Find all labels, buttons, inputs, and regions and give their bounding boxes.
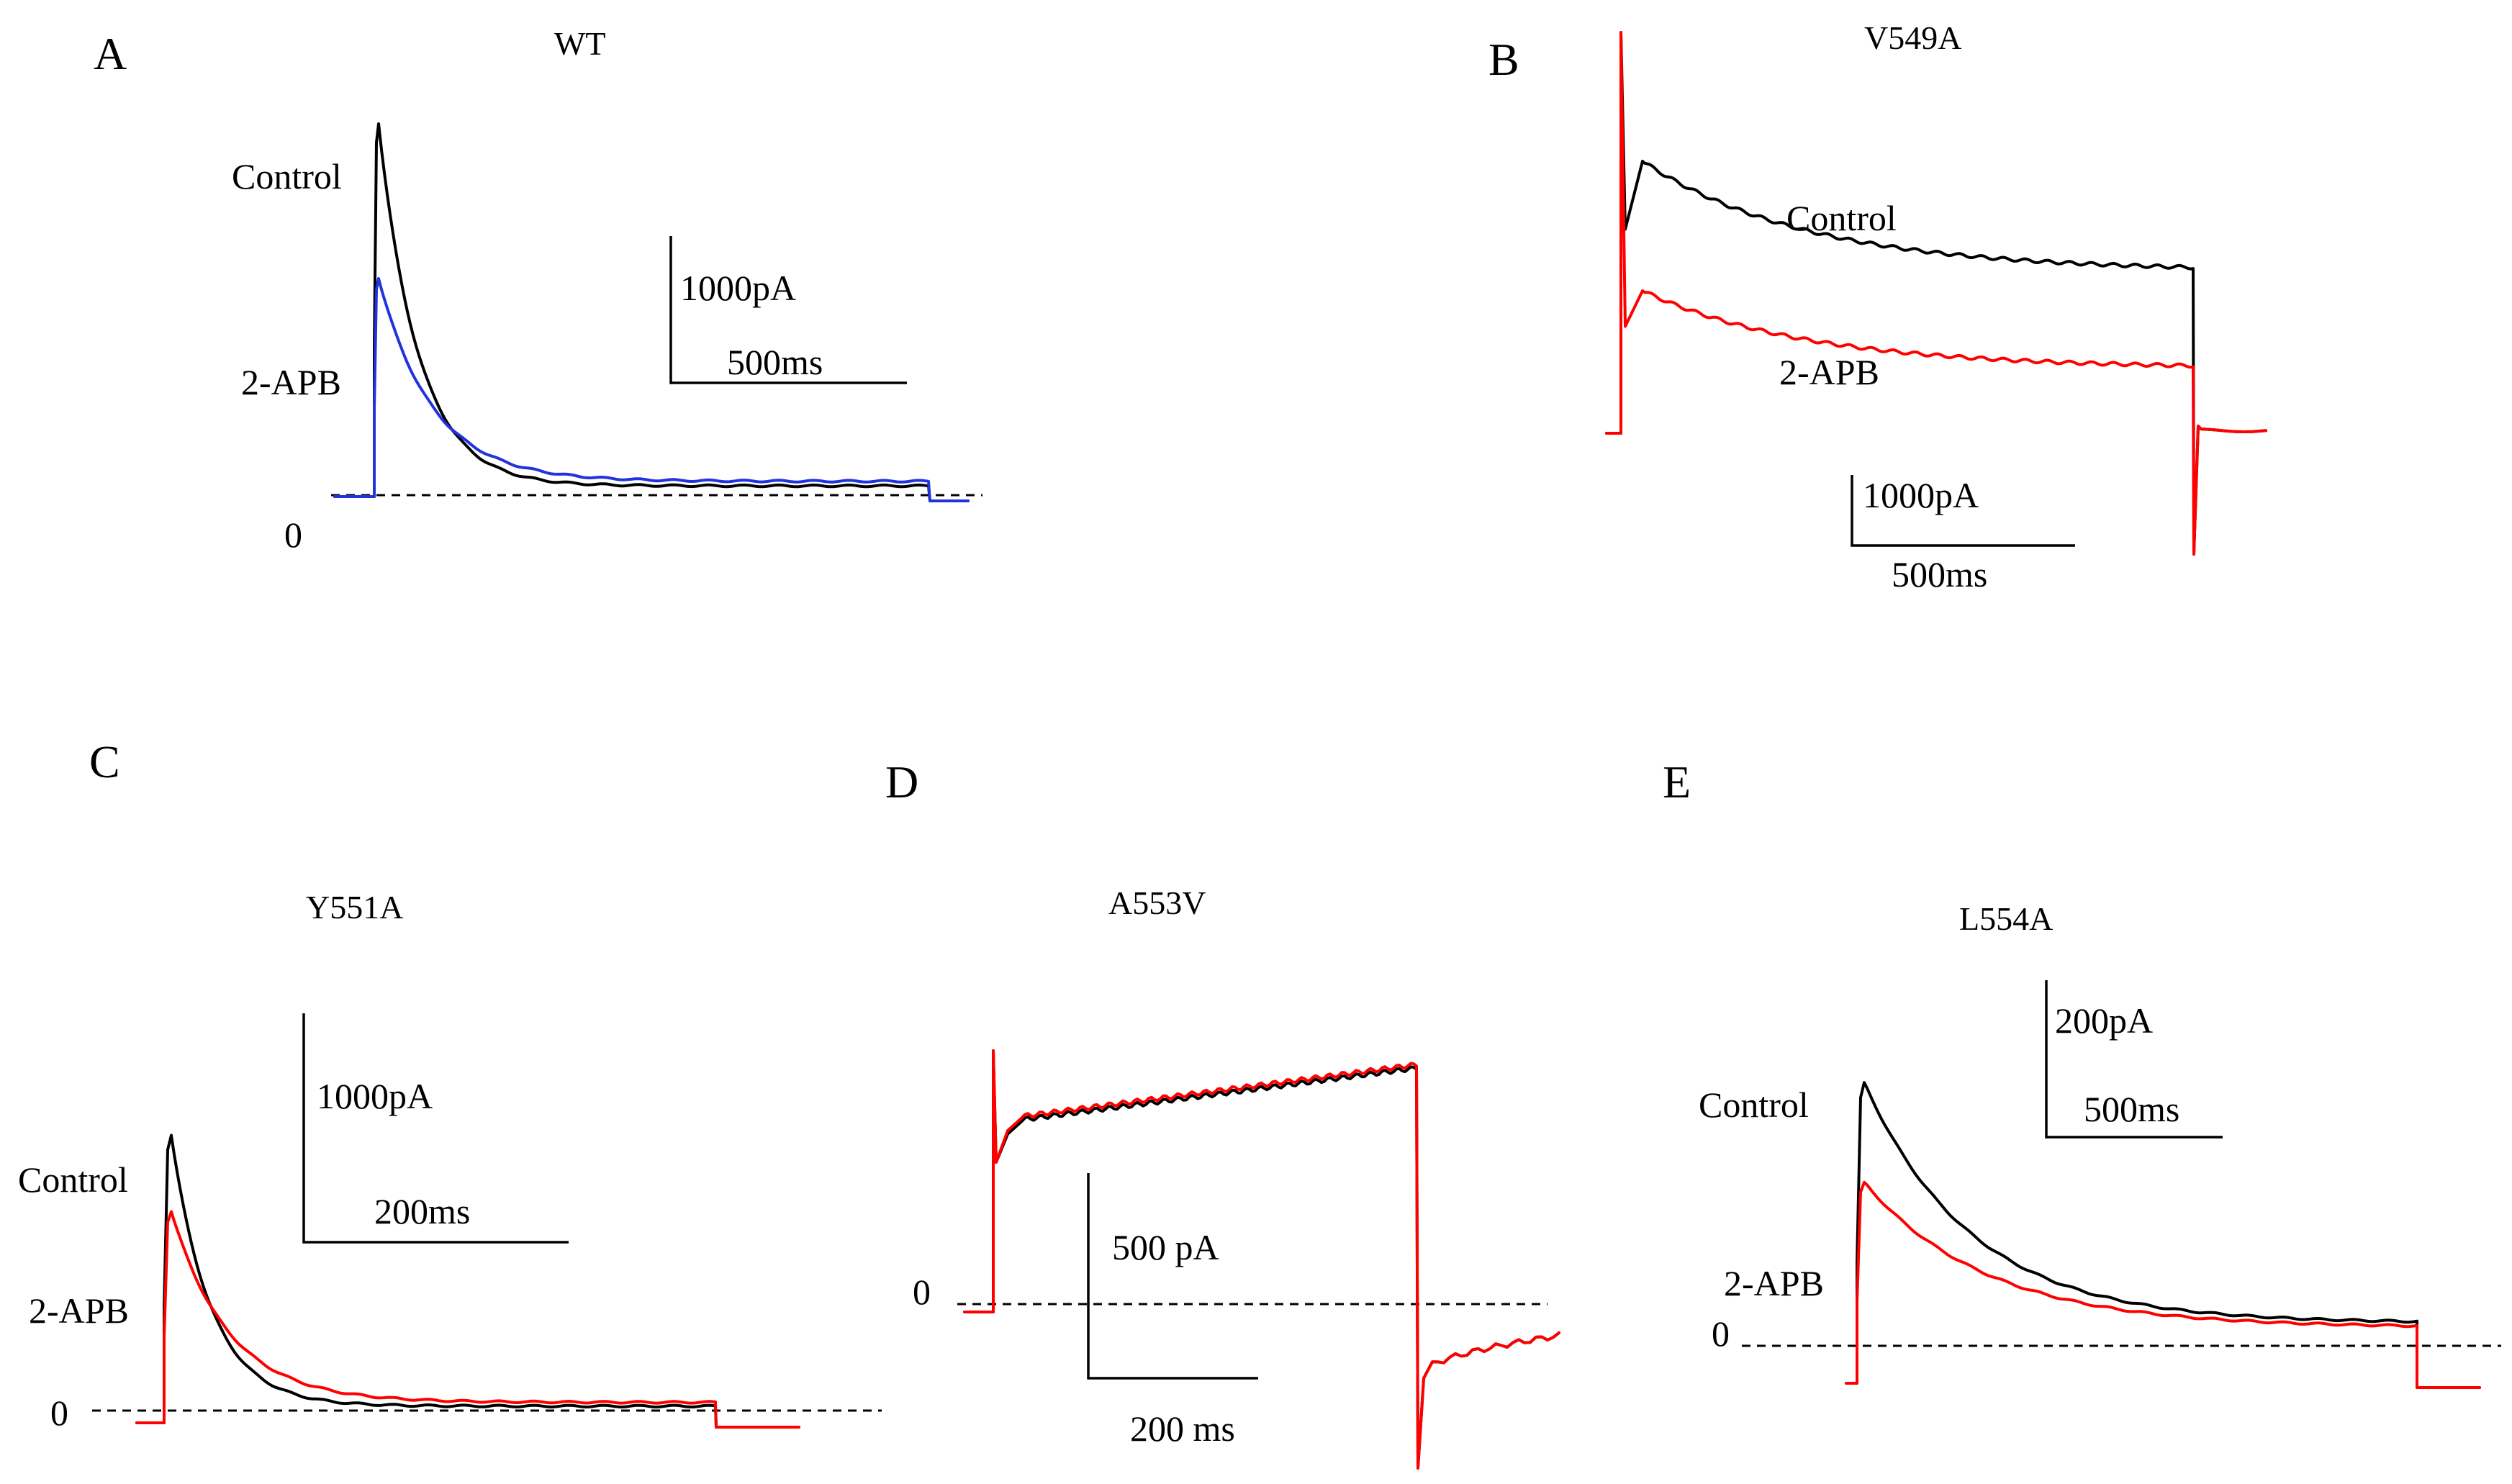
zero-label-d: 0: [913, 1272, 931, 1312]
scale-time-c: 200ms: [374, 1191, 470, 1231]
panel-label-c: C: [89, 736, 120, 787]
trace-b-control: [1605, 31, 2267, 556]
scale-current-c: 1000pA: [317, 1076, 433, 1116]
panel-title-a: WT: [554, 25, 606, 62]
trace-c-control: [135, 1134, 800, 1429]
scale-bar-a: [669, 236, 907, 384]
scale-time-e: 500ms: [2084, 1089, 2179, 1129]
scale-bar-d: [1087, 1173, 1258, 1380]
scale-time-a: 500ms: [727, 342, 823, 382]
trace-label-control-c: Control: [18, 1159, 128, 1200]
panel-c: C Y551A Control 2-APB 0 1000pA 200ms: [18, 736, 882, 1433]
panel-e: E L554A Control 2-APB 0 200pA 500ms: [1663, 756, 2501, 1389]
trace-d-2apb: [963, 1049, 1560, 1470]
trace-b-2apb: [1605, 31, 2267, 556]
trace-e-2apb: [1845, 1180, 2481, 1389]
scale-current-b: 1000pA: [1863, 475, 1979, 515]
panel-d: D A553V 0 500 pA 200 ms: [885, 756, 1560, 1470]
trace-label-control-a: Control: [232, 156, 342, 196]
trace-c-2apb: [135, 1210, 800, 1429]
scale-bar-c: [302, 1013, 569, 1244]
panel-label-b: B: [1488, 34, 1519, 85]
panel-title-c: Y551A: [306, 889, 403, 926]
panel-b: B V549A Control 2-APB 1000pA 500ms: [1488, 19, 2267, 594]
zero-label-a: 0: [284, 515, 302, 555]
trace-label-control-e: Control: [1699, 1085, 1809, 1125]
zero-label-e: 0: [1712, 1313, 1730, 1354]
trace-label-2apb-b: 2-APB: [1779, 352, 1879, 392]
scale-time-d: 200 ms: [1130, 1408, 1235, 1449]
panel-label-a: A: [94, 28, 127, 79]
panel-label-d: D: [885, 756, 918, 807]
panel-a: A WT Control 2-APB 0 1000pA 500ms: [94, 25, 982, 555]
trace-label-2apb-a: 2-APB: [241, 362, 341, 402]
trace-a-2apb: [333, 277, 970, 502]
scale-bar-b: [1851, 475, 2075, 547]
trace-label-control-b: Control: [1786, 198, 1897, 238]
scale-current-e: 200pA: [2055, 1000, 2153, 1041]
scale-bar-e: [2045, 980, 2223, 1139]
scale-current-d: 500 pA: [1112, 1227, 1219, 1267]
panel-title-b: V549A: [1864, 19, 1961, 56]
trace-label-2apb-c: 2-APB: [29, 1290, 129, 1331]
panel-label-e: E: [1663, 756, 1691, 807]
trace-label-2apb-e: 2-APB: [1724, 1263, 1824, 1303]
panel-title-d: A553V: [1108, 884, 1206, 921]
scale-current-a: 1000pA: [680, 268, 796, 308]
scale-time-b: 500ms: [1892, 554, 1987, 594]
trace-e-control: [1845, 1081, 2481, 1389]
trace-a-control: [333, 122, 970, 502]
zero-label-c: 0: [50, 1393, 68, 1433]
panel-title-e: L554A: [1959, 900, 2053, 937]
trace-d-control: [963, 1049, 1560, 1470]
